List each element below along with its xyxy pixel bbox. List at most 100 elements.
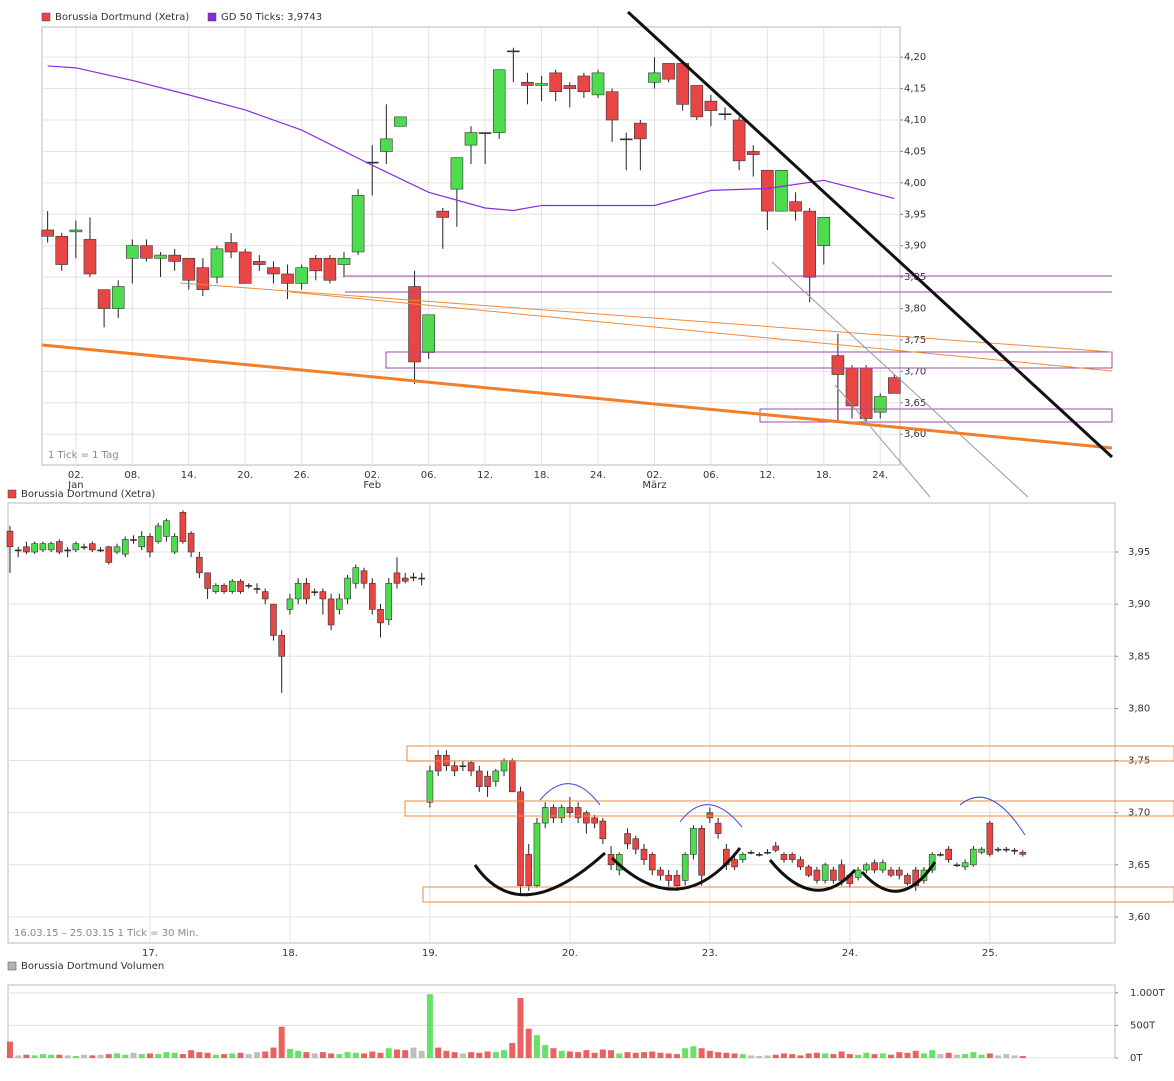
candle-body <box>47 543 55 551</box>
x-tick-label: 23. <box>702 948 718 959</box>
volume-bar <box>838 1051 845 1058</box>
volume-bar <box>756 1056 763 1058</box>
volume-bar <box>525 1028 532 1058</box>
volume-bar <box>81 1054 88 1058</box>
candle-body <box>772 845 780 851</box>
candle-body <box>508 760 516 793</box>
candle-body <box>563 85 577 89</box>
plot-frame <box>7 984 1116 1059</box>
x-tick-label: 08. <box>124 470 140 481</box>
candle-body <box>1011 849 1018 852</box>
candle-body <box>220 585 228 592</box>
volume-bar <box>780 1053 787 1058</box>
volume-bar <box>254 1052 261 1058</box>
candle-body <box>130 539 137 541</box>
volume-bar <box>171 1052 178 1058</box>
volume-bar <box>591 1052 598 1058</box>
volume-bar <box>484 1051 491 1058</box>
candle-body <box>681 854 689 881</box>
candle-body <box>535 83 548 86</box>
volume-bar <box>270 1047 277 1058</box>
candle-body <box>319 591 327 600</box>
channel-line <box>771 261 1029 498</box>
candle-body <box>718 113 732 116</box>
volume-bar <box>888 1054 895 1058</box>
candle-body <box>605 91 619 121</box>
volume-bar <box>155 1054 162 1058</box>
candle-body <box>64 549 71 552</box>
candle-body <box>746 151 760 155</box>
candle-body <box>854 869 862 878</box>
volume-bar <box>39 1054 46 1058</box>
candle-body <box>23 546 30 553</box>
candle-body <box>426 770 434 803</box>
volume-bar <box>476 1052 483 1058</box>
month-label: Jan <box>67 480 83 491</box>
legend-swatch <box>7 961 17 971</box>
candle-body <box>360 570 368 584</box>
candle-body <box>196 267 210 290</box>
candle-body <box>295 267 308 284</box>
trend-line-thick <box>41 343 1113 450</box>
x-tick-label: 17. <box>142 948 158 959</box>
support-zone <box>385 351 1113 369</box>
volume-bar <box>624 1052 631 1058</box>
candle-body <box>507 50 520 53</box>
candle-body <box>303 582 310 600</box>
volume-bar <box>163 1052 170 1058</box>
candle-body <box>731 859 738 868</box>
volume-bar <box>715 1052 722 1058</box>
volume-bar <box>566 1051 573 1058</box>
volume-bar <box>912 1050 919 1058</box>
legend-swatch <box>7 489 17 499</box>
volume-bar <box>89 1055 96 1058</box>
legend-label: Borussia Dortmund (Xetra) <box>21 489 155 500</box>
candle-body <box>912 869 920 886</box>
candle-body <box>422 314 435 353</box>
volume-bar <box>328 1053 335 1058</box>
volume-bar <box>377 1052 384 1058</box>
candle-body <box>323 257 337 281</box>
volume-bar <box>608 1050 615 1058</box>
volume-bar <box>904 1052 911 1058</box>
candle-body <box>89 543 96 551</box>
x-tick-label: 06. <box>421 470 437 481</box>
y-tick-label: 4,10 <box>904 115 926 126</box>
volume-bar <box>772 1054 779 1058</box>
volume-bar <box>48 1054 55 1058</box>
candle-body <box>550 807 557 819</box>
volume-bar <box>649 1051 656 1058</box>
candle-body <box>803 210 816 278</box>
candle-body <box>871 862 878 871</box>
y-tick-label: 3,70 <box>1128 808 1150 819</box>
candle-body <box>817 217 831 246</box>
candle-body <box>56 541 63 553</box>
x-tick-label: 06. <box>703 470 719 481</box>
volume-bar <box>188 1050 195 1058</box>
candle-body <box>377 609 384 624</box>
y-tick-label: 3,65 <box>1128 860 1150 871</box>
volume-bar <box>616 1053 623 1058</box>
legend-swatch <box>207 12 217 22</box>
candle-body <box>451 765 458 772</box>
candle-body <box>126 245 139 259</box>
candle-body <box>450 157 464 190</box>
candle-body <box>380 138 393 152</box>
marks-layer <box>6 47 1027 1058</box>
volume-bar <box>369 1051 376 1058</box>
volume-bar <box>863 1052 870 1058</box>
candle-body <box>761 169 774 212</box>
candle-body <box>1003 848 1010 851</box>
volume-bar <box>953 1054 960 1058</box>
volume-bar <box>344 1052 351 1058</box>
candle-body <box>831 355 845 375</box>
volume-bar <box>426 994 433 1058</box>
candle-body <box>978 848 985 853</box>
moving-average <box>47 65 895 212</box>
volume-bar <box>690 1046 697 1058</box>
volume-bar <box>641 1052 648 1058</box>
candle-body <box>879 862 887 871</box>
volume-bar <box>418 1050 425 1058</box>
candle-body <box>517 791 524 886</box>
candle-body <box>994 848 1002 851</box>
